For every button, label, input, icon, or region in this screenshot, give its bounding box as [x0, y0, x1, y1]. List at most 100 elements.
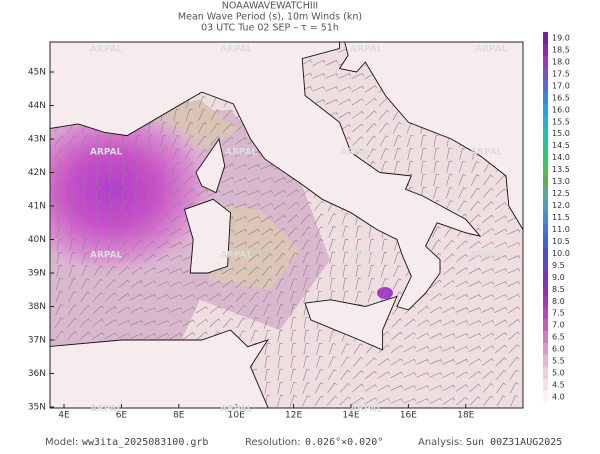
watermark: ARPAL	[470, 251, 503, 261]
barb	[182, 294, 195, 300]
barb	[325, 99, 338, 105]
barb	[378, 344, 390, 354]
barb	[416, 332, 429, 340]
barb	[365, 123, 377, 133]
colorbar-swatch	[543, 139, 548, 153]
colorbar-label: 12.5	[552, 189, 570, 198]
barb	[481, 319, 494, 326]
colorbar-label: 18.5	[552, 45, 570, 54]
barb	[458, 187, 467, 199]
barb	[393, 251, 401, 264]
barb	[234, 241, 247, 249]
barb	[481, 294, 494, 300]
barb	[198, 109, 207, 121]
barb	[69, 251, 76, 264]
barb	[172, 135, 181, 147]
barb	[118, 252, 130, 263]
barb	[351, 85, 364, 93]
barb	[208, 293, 221, 301]
barb	[55, 161, 64, 173]
barb	[195, 293, 208, 301]
lat-label: 39N	[28, 269, 46, 279]
barb	[377, 371, 390, 379]
barb	[420, 160, 427, 173]
barb	[160, 134, 167, 147]
barb	[159, 147, 167, 160]
barb	[143, 254, 156, 262]
barb	[455, 280, 468, 288]
barb	[429, 372, 442, 378]
barb	[91, 332, 104, 340]
barb	[366, 135, 377, 147]
barb	[393, 135, 402, 147]
barb	[169, 319, 182, 326]
barb	[442, 320, 455, 326]
barb	[364, 397, 377, 405]
barb	[147, 147, 154, 160]
barb	[198, 95, 206, 108]
barb	[355, 277, 362, 290]
barb	[456, 253, 468, 262]
barb	[481, 307, 494, 313]
barb	[339, 383, 351, 393]
lon-label: 4E	[58, 411, 70, 421]
barb	[509, 382, 519, 394]
barb	[222, 317, 234, 328]
barb	[56, 238, 63, 251]
barb	[314, 395, 324, 407]
barb	[170, 188, 182, 198]
barb	[54, 148, 64, 160]
barb	[471, 161, 480, 173]
barb	[368, 277, 375, 290]
lat-label: 35N	[28, 403, 46, 413]
barb	[105, 279, 117, 289]
barb	[56, 264, 63, 277]
barb	[482, 214, 494, 223]
barb	[221, 190, 234, 196]
barb	[403, 398, 416, 404]
colorbar-label: 18.0	[552, 57, 570, 66]
colorbar-label: 16.0	[552, 105, 570, 114]
barb	[340, 369, 351, 380]
barb	[108, 186, 115, 199]
barb	[288, 252, 298, 264]
barb	[378, 109, 390, 120]
barb	[420, 186, 427, 199]
barb	[234, 216, 247, 222]
lon-label: 10E	[228, 411, 245, 421]
colorbar-swatch	[543, 391, 548, 404]
barb	[156, 333, 169, 339]
barb	[407, 147, 414, 160]
barb	[301, 226, 312, 238]
barb	[158, 187, 169, 199]
barb	[234, 229, 247, 235]
barb	[483, 174, 494, 186]
barb	[380, 264, 388, 277]
barb	[95, 186, 102, 199]
barb	[316, 264, 323, 277]
barb	[351, 397, 364, 405]
barb	[130, 333, 143, 339]
barb	[355, 238, 362, 251]
barb	[495, 201, 507, 210]
barb	[442, 359, 455, 365]
barb	[342, 225, 349, 238]
footer-value: 0.026°×0.020°	[305, 437, 383, 448]
barb	[496, 382, 507, 394]
colorbar-label: 16.5	[552, 93, 570, 102]
barb	[275, 252, 286, 263]
barb	[134, 134, 141, 147]
barb	[469, 214, 481, 224]
barb	[79, 331, 91, 341]
barb	[355, 225, 362, 238]
barb	[482, 383, 494, 393]
barb	[470, 200, 481, 211]
barb	[143, 267, 156, 275]
barb	[171, 174, 182, 186]
colorbar-swatch	[543, 127, 548, 141]
barb	[455, 307, 468, 313]
barb	[420, 147, 427, 160]
barb	[508, 331, 520, 341]
barb	[67, 135, 77, 147]
barb	[365, 357, 377, 367]
